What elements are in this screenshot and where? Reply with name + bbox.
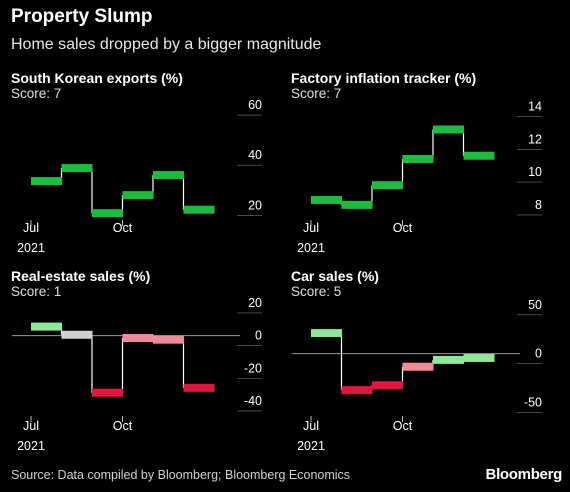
y-tick-label: 20: [248, 296, 262, 310]
y-tick-label: 50: [528, 298, 542, 312]
page-subtitle: Home sales dropped by a bigger magnitude: [11, 36, 322, 53]
panel-title-real-estate: Real-estate sales (%): [11, 268, 151, 284]
x-tick-year: 2021: [17, 439, 45, 453]
step-bar: [341, 386, 373, 395]
x-tick-year: 2021: [297, 439, 325, 453]
step-bar: [92, 209, 123, 218]
chart-factory-inflation: Jul 2021 Oct 8 10 12 14: [297, 100, 542, 255]
y-tick-label: 20: [248, 198, 262, 212]
x-tick-label: Jul: [303, 221, 319, 235]
step-bar: [61, 164, 93, 173]
step-bar: [31, 322, 62, 331]
y-tick-label: -40: [244, 394, 262, 408]
x-tick-label: Jul: [23, 419, 39, 433]
step-bar: [402, 155, 434, 163]
y-tick-label: 0: [535, 347, 542, 361]
step-bar: [183, 205, 215, 214]
chart-car-sales: Jul 2021 Oct -50 0 50: [292, 298, 542, 453]
step-bar: [311, 195, 342, 204]
step-bar: [463, 151, 495, 160]
x-tick-label: Jul: [303, 419, 319, 433]
step-bar: [31, 177, 62, 186]
step-bar: [153, 335, 184, 344]
y-tick-label: 12: [528, 132, 542, 146]
x-tick-label: Oct: [393, 419, 413, 433]
x-tick-label: Oct: [113, 221, 133, 235]
step-bar: [92, 388, 123, 397]
step-bar: [61, 330, 93, 339]
step-bar: [153, 171, 184, 180]
x-tick-label: Oct: [393, 221, 413, 235]
x-tick-label: Jul: [23, 221, 39, 235]
chart-real-estate-sales: Jul 2021 Oct -40 -20 0 20: [12, 296, 262, 453]
x-tick-year: 2021: [17, 241, 45, 255]
step-bar: [402, 362, 434, 371]
y-tick-label: 40: [248, 148, 262, 162]
page-title: Property Slump: [11, 6, 153, 27]
panel-title-car-sales: Car sales (%): [291, 268, 379, 284]
step-bar: [463, 353, 495, 362]
step-bar: [372, 181, 403, 190]
step-bar: [183, 383, 215, 392]
panel-title-factory-inflation: Factory inflation tracker (%): [291, 70, 477, 86]
y-tick-label: 60: [248, 98, 262, 112]
step-bar: [122, 191, 154, 200]
step-bar: [372, 381, 403, 390]
y-tick-label: 14: [528, 100, 542, 114]
y-tick-label: 8: [535, 198, 542, 212]
step-bar: [433, 125, 464, 134]
step-bar: [341, 200, 373, 209]
step-bar: [122, 334, 154, 343]
y-tick-label: -20: [244, 361, 262, 375]
step-bar: [311, 329, 342, 338]
y-tick-label: -50: [524, 395, 542, 409]
step-bar: [433, 355, 464, 364]
source-note: Source: Data compiled by Bloomberg; Bloo…: [11, 468, 351, 482]
panel-score-car-sales: Score: 5: [291, 284, 342, 299]
y-tick-label: 0: [255, 329, 262, 343]
y-tick-label: 10: [528, 165, 542, 179]
x-tick-year: 2021: [297, 241, 325, 255]
panel-score-real-estate: Score: 1: [11, 284, 62, 299]
x-tick-label: Oct: [113, 419, 133, 433]
panel-score-factory-inflation: Score: 7: [291, 86, 342, 101]
panel-title-exports: South Korean exports (%): [11, 70, 183, 86]
chart-south-korean-exports: Jul 2021 Oct 20 40 60: [17, 98, 262, 255]
bloomberg-logo: Bloomberg: [485, 466, 563, 483]
panel-score-exports: Score: 7: [11, 86, 62, 101]
